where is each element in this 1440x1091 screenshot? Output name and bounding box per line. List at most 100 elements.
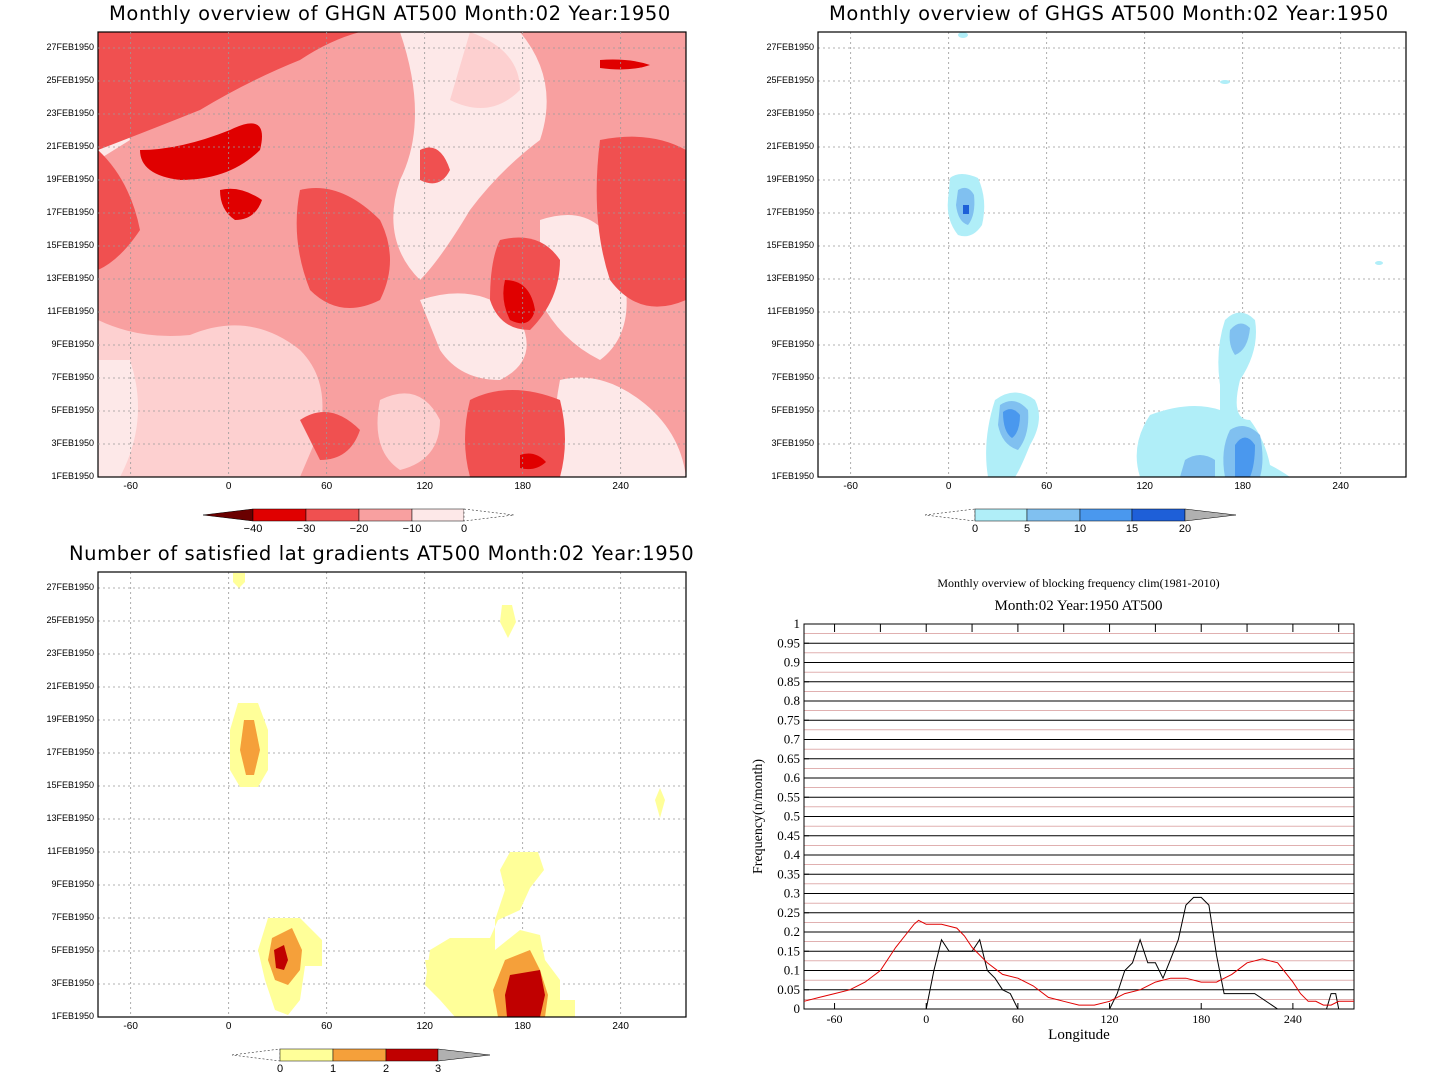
nsat-y-tick-label: 5FEB1950 bbox=[51, 945, 94, 955]
nsat-title: Number of satisfied lat gradients AT500 … bbox=[69, 542, 695, 565]
ghgs-cb-label: 0 bbox=[971, 523, 979, 535]
freq-y-tick-label: 0.25 bbox=[777, 905, 800, 920]
nsat-y-tick-label: 25FEB1950 bbox=[46, 615, 94, 625]
ghgs-y-tick-label: 25FEB1950 bbox=[766, 75, 814, 85]
freq-x-tick-label: -60 bbox=[827, 1012, 843, 1026]
freq-y-tick-label: 1 bbox=[794, 616, 801, 631]
ghgs-title: Monthly overview of GHGS AT500 Month:02 … bbox=[829, 2, 1389, 25]
freq-y-tick-label: 0.05 bbox=[777, 982, 800, 997]
ghgn-x-tick-label: 0 bbox=[225, 481, 232, 492]
freq-y-tick-label: 0.35 bbox=[777, 866, 800, 881]
ghgs-y-tick-label: 5FEB1950 bbox=[771, 405, 814, 415]
freq-y-tick-label: 0.2 bbox=[784, 924, 800, 939]
freq-y-axis-label: Frequency(n/month) bbox=[751, 759, 766, 874]
ghgs-cb-label: 5 bbox=[1023, 523, 1031, 535]
nsat-x-tick-label: 0 bbox=[225, 1021, 232, 1032]
ghgs-cb-label: 15 bbox=[1125, 523, 1139, 535]
freq-x-tick-label: 240 bbox=[1284, 1012, 1302, 1026]
freq-subtitle: Month:02 Year:1950 AT500 bbox=[994, 598, 1163, 614]
freq-y-tick-label: 0.1 bbox=[784, 963, 800, 978]
ghgn-y-tick-label: 3FEB1950 bbox=[51, 438, 94, 448]
freq-y-tick-label: 0.6 bbox=[784, 770, 801, 785]
ghgn-plot bbox=[97, 31, 687, 478]
nsat-y-tick-label: 11FEB1950 bbox=[47, 846, 94, 856]
ghgs-y-tick-label: 19FEB1950 bbox=[766, 174, 814, 184]
ghgn-cb-label: −20 bbox=[349, 523, 369, 535]
ghgn-y-tick-label: 21FEB1950 bbox=[46, 141, 94, 151]
ghgs-x-tick-label: 0 bbox=[945, 481, 952, 492]
ghgn-x-tick-label: 240 bbox=[612, 481, 629, 492]
nsat-y-tick-label: 17FEB1950 bbox=[46, 747, 94, 757]
ghgn-y-tick-label: 15FEB1950 bbox=[46, 240, 94, 250]
ghgs-plot bbox=[817, 31, 1407, 478]
freq-y-tick-label: 0.15 bbox=[777, 943, 800, 958]
freq-y-tick-label: 0.75 bbox=[777, 712, 800, 727]
ghgn-y-tick-label: 19FEB1950 bbox=[46, 174, 94, 184]
ghgs-x-tick-label: 120 bbox=[1136, 481, 1153, 492]
nsat-y-tick-label: 13FEB1950 bbox=[46, 813, 94, 823]
nsat-y-tick-label: 27FEB1950 bbox=[46, 582, 94, 592]
freq-y-tick-label: 0.7 bbox=[784, 732, 801, 747]
ghgn-gridlines bbox=[98, 32, 686, 477]
ghgn-y-tick-label: 25FEB1950 bbox=[46, 75, 94, 85]
ghgn-cb-label: −40 bbox=[243, 523, 263, 535]
ghgn-y-tick-label: 9FEB1950 bbox=[51, 339, 94, 349]
ghgs-y-tick-label: 13FEB1950 bbox=[766, 273, 814, 283]
ghgn-y-tick-label: 5FEB1950 bbox=[51, 405, 94, 415]
freq-x-tick-label: 0 bbox=[923, 1012, 929, 1026]
nsat-y-tick-label: 9FEB1950 bbox=[51, 879, 94, 889]
freq-x-tick-label: 180 bbox=[1192, 1012, 1210, 1026]
ghgs-x-tick-label: 180 bbox=[1234, 481, 1251, 492]
ghgn-y-tick-label: 27FEB1950 bbox=[46, 42, 94, 52]
freq-y-tick-label: 0.5 bbox=[784, 809, 800, 824]
ghgs-y-tick-label: 27FEB1950 bbox=[766, 42, 814, 52]
nsat-cb-label: 3 bbox=[434, 1063, 442, 1075]
nsat-x-tick-label: 180 bbox=[514, 1021, 531, 1032]
freq-y-tick-label: 0.85 bbox=[777, 674, 800, 689]
ghgs-y-tick-label: 23FEB1950 bbox=[766, 108, 814, 118]
freq-y-tick-label: 0.95 bbox=[777, 635, 800, 650]
freq-y-tick-label: 0.55 bbox=[777, 789, 800, 804]
freq-plot: 0 0.05 0.1 0.15 0.2 0.25 0.3 0.35 0.4 0.45 0.5 0.55… bbox=[751, 616, 1355, 1043]
nsat-cb-label: 0 bbox=[276, 1063, 284, 1075]
ghgn-cb-label: 0 bbox=[460, 523, 468, 535]
ghgs-panel: Monthly overview of GHGS AT500 Month:02 … bbox=[720, 0, 1440, 545]
ghgn-x-tick-label: -60 bbox=[123, 481, 138, 492]
freq-y-tick-label: 0.3 bbox=[784, 886, 800, 901]
nsat-y-tick-label: 23FEB1950 bbox=[46, 648, 94, 658]
ghgn-x-tick-label: 120 bbox=[416, 481, 433, 492]
nsat-x-tick-label: -60 bbox=[123, 1021, 138, 1032]
nsat-cb-label: 2 bbox=[382, 1063, 390, 1075]
nsat-plot bbox=[97, 571, 687, 1018]
nsat-gridlines bbox=[98, 572, 686, 1017]
nsat-y-tick-label: 1FEB1950 bbox=[51, 1011, 94, 1021]
ghgn-y-tick-label: 1FEB1950 bbox=[51, 471, 94, 481]
ghgn-y-tick-label: 17FEB1950 bbox=[46, 207, 94, 217]
nsat-y-tick-label: 3FEB1950 bbox=[51, 978, 94, 988]
freq-y-tick-label: 0.45 bbox=[777, 828, 800, 843]
ghgs-y-tick-label: 1FEB1950 bbox=[771, 471, 814, 481]
freq-x-tick-label: 60 bbox=[1012, 1012, 1024, 1026]
ghgn-y-tick-label: 23FEB1950 bbox=[46, 108, 94, 118]
ghgs-y-tick-label: 3FEB1950 bbox=[771, 438, 814, 448]
ghgs-x-tick-label: -60 bbox=[843, 481, 858, 492]
nsat-y-tick-label: 7FEB1950 bbox=[51, 912, 94, 922]
freq-y-tick-label: 0 bbox=[794, 1001, 801, 1016]
nsat-panel: Number of satisfied lat gradients AT500 … bbox=[0, 540, 720, 1091]
nsat-x-tick-label: 60 bbox=[321, 1021, 333, 1032]
ghgn-y-tick-label: 7FEB1950 bbox=[51, 372, 94, 382]
freq-panel: Monthly overview of blocking frequency c… bbox=[720, 540, 1440, 1091]
ghgn-title: Monthly overview of GHGN AT500 Month:02 … bbox=[109, 2, 671, 25]
nsat-cb-label: 1 bbox=[329, 1063, 337, 1075]
ghgn-colorbar bbox=[202, 508, 515, 522]
ghgn-y-tick-label: 11FEB1950 bbox=[47, 306, 94, 316]
freq-y-tick-label: 0.4 bbox=[784, 847, 801, 862]
ghgs-cb-label: 20 bbox=[1178, 523, 1192, 535]
nsat-y-tick-label: 15FEB1950 bbox=[46, 780, 94, 790]
ghgs-y-tick-label: 11FEB1950 bbox=[767, 306, 814, 316]
freq-x-tick-label: 120 bbox=[1101, 1012, 1119, 1026]
ghgs-y-tick-label: 21FEB1950 bbox=[766, 141, 814, 151]
ghgn-cb-label: −30 bbox=[296, 523, 316, 535]
ghgs-y-tick-label: 17FEB1950 bbox=[766, 207, 814, 217]
nsat-y-tick-label: 19FEB1950 bbox=[46, 714, 94, 724]
